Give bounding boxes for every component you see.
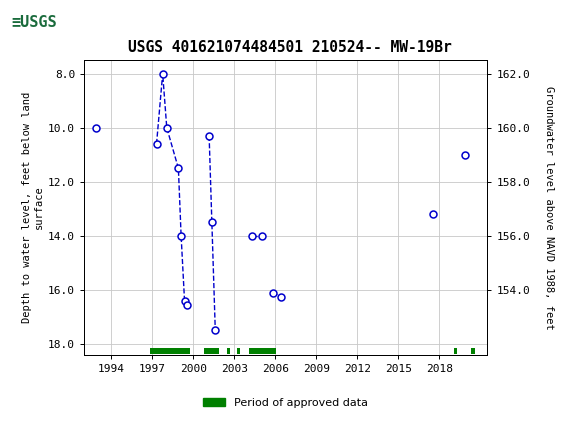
- Bar: [471, 348, 475, 353]
- Text: ≡USGS: ≡USGS: [12, 15, 57, 30]
- Bar: [150, 348, 190, 353]
- Legend: Period of approved data: Period of approved data: [198, 393, 372, 412]
- Bar: [454, 348, 457, 353]
- Y-axis label: Depth to water level, feet below land
surface: Depth to water level, feet below land su…: [22, 92, 44, 323]
- Bar: [6, 3, 110, 42]
- Bar: [227, 348, 230, 353]
- Text: USGS 401621074484501 210524-- MW-19Br: USGS 401621074484501 210524-- MW-19Br: [128, 40, 452, 55]
- Bar: [237, 348, 240, 353]
- Y-axis label: Groundwater level above NAVD 1988, feet: Groundwater level above NAVD 1988, feet: [544, 86, 554, 329]
- Bar: [204, 348, 219, 353]
- Bar: [249, 348, 276, 353]
